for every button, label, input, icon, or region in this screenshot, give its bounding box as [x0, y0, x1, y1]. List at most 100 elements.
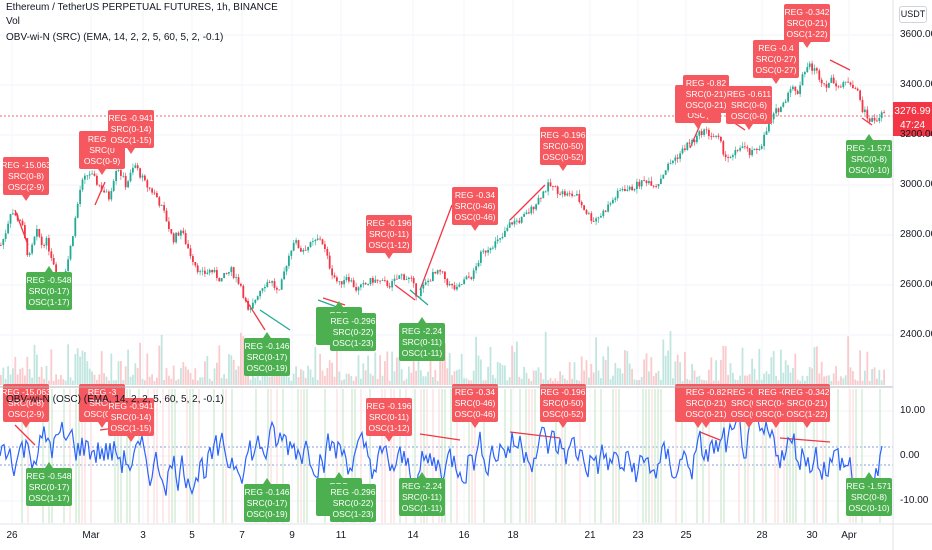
volume-bar: [768, 373, 770, 385]
volume-bar: [146, 353, 149, 385]
volume-bar: [504, 365, 506, 385]
candle-body: [804, 72, 806, 75]
annotation-text: OSC(0-27): [755, 65, 796, 75]
osc-band: [483, 389, 485, 523]
volume-bar: [751, 358, 753, 385]
candle-body: [506, 227, 509, 231]
candle-body: [38, 228, 41, 237]
osc-band: [645, 389, 647, 523]
osc-band: [648, 389, 650, 523]
volume-bar: [300, 369, 302, 385]
volume-bar: [494, 378, 497, 385]
candle-body: [379, 280, 381, 282]
volume-bar: [799, 380, 801, 385]
volume-bar: [240, 332, 242, 385]
volume-bar: [662, 339, 665, 385]
candle-body: [24, 225, 26, 239]
volume-bar: [196, 380, 199, 385]
annotation-text: SRC(0-6): [731, 398, 767, 408]
volume-bar: [626, 351, 629, 385]
candle-body: [127, 181, 129, 188]
candle-body: [297, 240, 300, 249]
volume-bar: [120, 361, 122, 385]
indicator-legend[interactable]: OBV-wi-N (SRC) (EMA, 14, 2, 2, 5, 60, 5,…: [6, 32, 224, 43]
candle-body: [208, 269, 211, 273]
regression-line: [409, 289, 429, 306]
volume-bar: [189, 372, 192, 385]
volume-bar: [600, 378, 602, 385]
osc-band: [168, 389, 170, 523]
osc-band: [21, 389, 23, 523]
oscillator-legend[interactable]: OBV-wi-N (OSC) (EMA, 14, 2, 2, 5, 60, 5,…: [6, 394, 224, 405]
candle-body: [578, 193, 581, 202]
currency-badge[interactable]: USDT: [899, 6, 927, 23]
candle-body: [525, 212, 528, 215]
annotation-box: [244, 484, 290, 522]
osc-band: [231, 389, 233, 523]
annotation-pointer: [22, 195, 30, 201]
volume-bar: [844, 375, 847, 385]
candle-body: [108, 191, 110, 200]
volume-bar: [636, 380, 638, 385]
osc-band: [342, 389, 344, 523]
candle-body: [588, 213, 590, 215]
volume-bar: [792, 368, 794, 385]
candle-body: [14, 213, 17, 216]
candle-body: [480, 251, 482, 263]
candle-body: [355, 287, 357, 291]
candle-body: [451, 283, 453, 286]
volume-bar: [849, 367, 852, 385]
regression-line: [14, 424, 36, 446]
volume-bar: [696, 376, 698, 385]
candle-body: [540, 197, 542, 199]
annotation-text: REG -15.063: [1, 160, 51, 170]
volume-bar: [57, 379, 60, 385]
osc-band: [753, 389, 755, 523]
candle-body: [854, 88, 857, 90]
candle-body: [556, 186, 559, 194]
candle-body: [837, 86, 840, 88]
candle-body: [732, 155, 734, 157]
regression-line: [689, 124, 701, 149]
osc-band: [861, 389, 863, 523]
annotation-text: SRC(0-50): [543, 398, 584, 408]
volume-bar: [115, 380, 117, 385]
volume-bar: [194, 368, 197, 385]
volume-bar: [105, 376, 108, 385]
volume-bar: [148, 376, 151, 385]
annotation-box: [726, 86, 772, 124]
volume-legend[interactable]: Vol: [6, 16, 20, 27]
annotation-box: [846, 140, 892, 178]
volume-bar: [333, 376, 336, 385]
annotation-text: SRC(0-22): [333, 327, 374, 337]
annotation-text: REG -0.611: [727, 387, 772, 397]
candle-body: [624, 188, 626, 191]
candle-body: [537, 197, 540, 205]
volume-bar: [676, 354, 679, 385]
volume-bar: [184, 366, 187, 385]
annotation-text: SRC(0-11): [369, 229, 409, 239]
candle-body: [410, 277, 413, 279]
osc-band: [789, 389, 791, 523]
candle-body: [736, 150, 739, 151]
annotation-text: OSC(1-23): [332, 509, 373, 519]
candle-body: [304, 249, 307, 251]
osc-band: [162, 389, 164, 523]
candle-body: [405, 278, 408, 280]
candle-body: [528, 212, 530, 214]
volume-bar: [775, 375, 777, 385]
annotation-pointer: [418, 317, 426, 323]
osc-band: [519, 389, 521, 523]
volume-bar: [283, 371, 285, 385]
candle-body: [134, 165, 137, 168]
candle-body: [295, 240, 297, 243]
volume-bar: [288, 377, 290, 385]
annotation-text: OSC(0-6): [731, 409, 768, 419]
volume-bar: [122, 380, 125, 385]
volume-bar: [828, 375, 830, 385]
volume-bar: [542, 379, 545, 385]
volume-bar: [660, 379, 662, 385]
candle-body: [852, 84, 854, 89]
volume-bar: [427, 371, 429, 385]
